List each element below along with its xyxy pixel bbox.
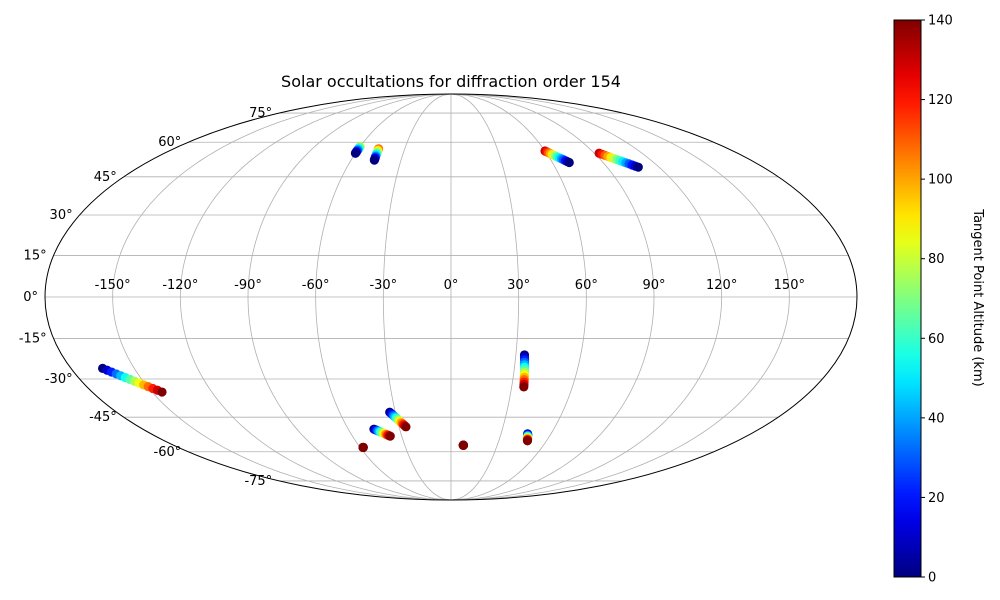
latitude-tick-label: 15° — [24, 248, 47, 263]
occultation-point — [522, 436, 533, 446]
latitude-tick-label: 75° — [249, 106, 272, 121]
occultation-point — [157, 387, 167, 397]
occultation-track — [369, 424, 395, 441]
occultation-points — [98, 141, 643, 453]
longitude-tick-label: -60° — [302, 278, 330, 293]
occultation-point — [358, 442, 368, 453]
occultation-track — [522, 429, 533, 446]
colorbar-ticks: 0 20 40 60 80 100 120 140 — [921, 14, 953, 586]
latitude-tick-label: 45° — [94, 170, 117, 185]
occultation-point — [564, 157, 574, 168]
latitude-tick-label: -45° — [89, 410, 117, 425]
occultation-track — [385, 407, 411, 432]
occultation-track — [540, 146, 574, 168]
occultation-track — [358, 442, 368, 453]
occultation-point — [458, 440, 468, 450]
longitude-tick-label: 60° — [575, 278, 598, 293]
occultation-point — [519, 382, 529, 392]
latitude-tick-label: -60° — [154, 445, 182, 460]
colorbar-tick-label: 60 — [928, 332, 945, 347]
latitude-tick-label: 30° — [50, 208, 73, 223]
colorbar-tick-label: 20 — [928, 491, 945, 506]
occultation-point — [401, 422, 411, 432]
occultation-track — [458, 440, 468, 450]
longitude-tick-label: 30° — [507, 278, 530, 293]
occultation-track — [98, 363, 167, 397]
occultation-point — [350, 148, 361, 158]
latitude-tick-labels: -75° -60° -45° -30° -15° 0° 15° 30° 45° 60° 75° — [19, 106, 272, 489]
occultation-track — [594, 148, 643, 172]
chart-title: Solar occultations for diffraction order… — [281, 72, 621, 91]
occultation-point — [369, 155, 379, 165]
colorbar-gradient — [893, 19, 922, 578]
colorbar-tick-label: 100 — [928, 173, 953, 188]
occultation-track — [369, 144, 384, 165]
longitude-tick-labels: -150° -120° -90° -60° -30° 0° 30° 60° 90° 120° 150… — [95, 278, 805, 293]
longitude-tick-label: -150° — [95, 278, 131, 293]
globe-outline — [44, 93, 858, 501]
longitude-tick-label: -120° — [162, 278, 198, 293]
colorbar-tick-label: 40 — [928, 411, 945, 426]
latitude-tick-label: 60° — [158, 135, 181, 150]
longitude-tick-label: 120° — [706, 278, 737, 293]
longitude-tick-label: -90° — [234, 278, 262, 293]
occultation-point — [385, 431, 395, 441]
colorbar-tick-label: 120 — [928, 93, 953, 108]
colorbar-label: Tangent Point Altitude (km) — [970, 208, 985, 386]
latitude-tick-label: -75° — [244, 474, 272, 489]
colorbar-tick-label: 0 — [928, 571, 936, 586]
latitude-tick-label: -30° — [45, 372, 73, 387]
longitude-tick-label: 0° — [444, 278, 459, 293]
longitude-tick-label: 90° — [642, 278, 665, 293]
occultation-track — [519, 350, 530, 392]
occultation-track — [350, 141, 365, 158]
colorbar-tick-label: 80 — [928, 252, 945, 267]
colorbar: 0 20 40 60 80 100 120 140 Tangent Point Altitud… — [893, 14, 985, 586]
graticule-grid — [45, 94, 857, 500]
latitude-tick-label: 0° — [23, 290, 38, 305]
longitude-tick-label: -30° — [369, 278, 397, 293]
colorbar-tick-label: 140 — [928, 14, 953, 29]
occultation-point — [633, 162, 643, 172]
longitude-tick-label: 150° — [774, 278, 805, 293]
latitude-tick-label: -15° — [19, 332, 47, 347]
